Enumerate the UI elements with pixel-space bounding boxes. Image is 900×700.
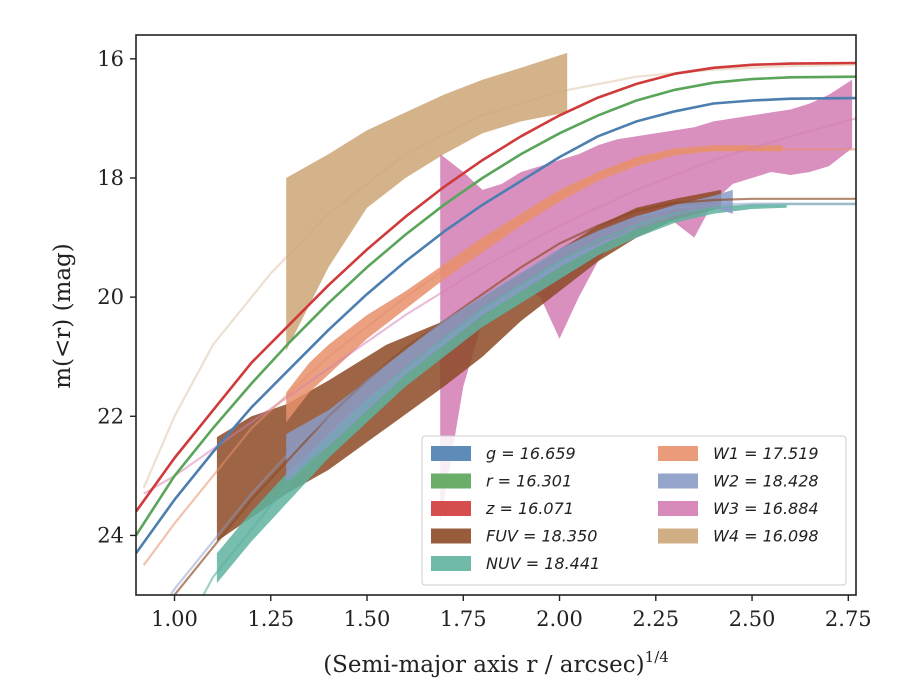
y-tick-label: 18 — [97, 166, 124, 190]
legend: g = 16.659 r = 16.301 z = 16.071 FUV = 18.3… — [421, 435, 847, 586]
legend-label-w3: W3 = 16.884 — [713, 499, 819, 518]
uncertainty-bands — [216, 52, 853, 584]
y-axis-ticks: 16 18 20 22 24 — [97, 47, 136, 547]
x-tick-label: 2.25 — [632, 607, 679, 631]
x-tick-label: 2.50 — [729, 607, 776, 631]
legend-label-nuv: NUV = 18.441 — [486, 554, 600, 573]
legend-swatch-w1 — [658, 446, 698, 461]
band-fuv — [216, 189, 722, 542]
legend-label-w1: W1 = 17.519 — [713, 444, 819, 463]
x-tick-label: 1.00 — [151, 607, 198, 631]
legend-label-fuv: FUV = 18.350 — [486, 527, 597, 546]
x-axis-label: (Semi-major axis r / arcsec)1/4 — [323, 648, 669, 678]
fit-line-w1 — [142, 148, 856, 566]
x-axis-ticks: 1.00 1.25 1.50 1.75 2.00 2.25 2.50 2.75 — [151, 595, 872, 631]
x-axis-label-exponent: 1/4 — [645, 648, 669, 666]
legend-label-w4: W4 = 16.098 — [713, 527, 819, 546]
x-tick-label: 1.50 — [344, 607, 391, 631]
x-tick-label: 1.25 — [247, 607, 294, 631]
legend-label-z: z = 16.071 — [485, 499, 574, 518]
fit-line-r — [136, 75, 856, 537]
legend-label-w2: W2 = 18.428 — [713, 472, 819, 491]
x-tick-label: 2.75 — [825, 607, 872, 631]
y-tick-label: 20 — [97, 285, 124, 309]
legend-swatch-nuv — [431, 556, 471, 571]
fit-line-w4 — [142, 63, 856, 489]
fit-line-z — [136, 61, 856, 513]
fit-line-w3 — [143, 117, 856, 495]
fit-curves — [136, 61, 856, 595]
y-tick-label: 16 — [97, 47, 124, 71]
fit-line-w2 — [169, 202, 856, 595]
legend-swatch-w3 — [658, 501, 698, 516]
legend-swatch-w4 — [658, 528, 698, 544]
y-axis-label: m(<r) (mag) — [50, 243, 76, 389]
x-tick-label: 1.75 — [440, 607, 487, 631]
legend-swatch-w2 — [658, 473, 698, 489]
legend-swatch-g — [431, 446, 471, 461]
legend-label-g: g = 16.659 — [486, 444, 576, 463]
fit-line-fuv — [173, 197, 856, 595]
legend-box — [421, 435, 847, 586]
band-w3 — [440, 79, 853, 524]
legend-swatch-z — [431, 501, 471, 516]
x-tick-label: 2.00 — [536, 607, 583, 631]
plot-frame — [135, 34, 857, 596]
y-tick-label: 24 — [97, 523, 124, 547]
fit-line-nuv — [202, 203, 856, 595]
x-axis-label-base: (Semi-major axis r / arcsec) — [323, 652, 644, 678]
band-w4 — [286, 52, 568, 351]
legend-swatch-r — [431, 473, 471, 489]
y-tick-label: 22 — [97, 404, 124, 428]
legend-label-r: r = 16.301 — [486, 472, 572, 491]
legend-swatch-fuv — [431, 528, 471, 544]
fit-line-g — [136, 96, 856, 555]
